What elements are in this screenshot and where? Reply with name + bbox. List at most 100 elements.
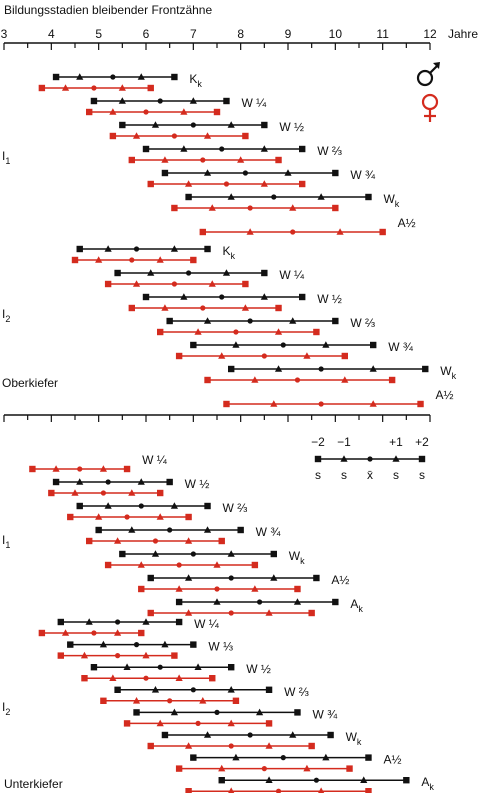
- sd1-marker: [137, 478, 145, 485]
- sd1-marker: [392, 455, 400, 462]
- sd2-marker: [313, 574, 320, 582]
- stage-label: W ½: [246, 662, 271, 676]
- male-range: [119, 121, 268, 129]
- sd2-marker: [71, 256, 79, 264]
- tooth-label: I1: [2, 533, 10, 550]
- female-symbol: [421, 93, 439, 111]
- stage-label: W ¾: [312, 707, 338, 721]
- chart-title: Bildungsstadien bleibender Frontzähne: [4, 3, 212, 17]
- mean-marker: [200, 157, 206, 163]
- mean-marker: [110, 74, 116, 80]
- sd2-marker: [327, 731, 334, 739]
- sd1-marker: [369, 365, 377, 372]
- female-range: [104, 280, 249, 288]
- sd2-marker: [332, 317, 339, 325]
- sd1-marker: [156, 719, 164, 727]
- male-range: [119, 550, 277, 558]
- male-range: [114, 269, 268, 277]
- male-range: [161, 731, 334, 739]
- mean-marker: [318, 366, 324, 372]
- sd2-marker: [119, 121, 126, 129]
- sd1-marker: [203, 526, 212, 533]
- sd1-marker: [265, 776, 273, 783]
- sd1-marker: [203, 317, 212, 324]
- sd2-marker: [86, 108, 93, 116]
- sd2-marker: [308, 742, 315, 750]
- mean-marker: [275, 788, 282, 793]
- sd2-marker: [332, 169, 339, 177]
- sd1-marker: [303, 352, 311, 359]
- mean-marker: [105, 479, 111, 485]
- male-range: [114, 686, 273, 693]
- sd2-marker: [261, 121, 268, 129]
- stage-label-sub: k: [395, 199, 400, 209]
- stage-label: A½: [436, 388, 454, 402]
- female-range: [86, 108, 221, 116]
- female-range: [104, 561, 259, 569]
- sd2-marker: [370, 341, 377, 349]
- sd1-marker: [170, 502, 178, 509]
- female-range: [38, 84, 154, 92]
- sd1-marker: [170, 708, 178, 716]
- mean-marker: [223, 181, 230, 187]
- sd2-marker: [213, 108, 221, 116]
- stage-label-sub: k: [197, 79, 202, 89]
- sd2-marker: [175, 598, 183, 606]
- sd2-marker: [199, 228, 206, 236]
- sd1-marker: [227, 719, 235, 727]
- stage-label: Ak: [421, 775, 434, 792]
- sd1-marker: [303, 764, 311, 772]
- sd2-marker: [299, 145, 306, 153]
- female-range: [100, 697, 240, 704]
- male-range: [95, 526, 244, 534]
- mean-marker: [152, 538, 159, 544]
- female-range: [67, 513, 192, 521]
- stage-label: Kk: [189, 72, 202, 89]
- sd2-marker: [237, 526, 244, 534]
- sd2-marker: [265, 720, 273, 727]
- legend-point-label: s: [341, 468, 347, 482]
- jaw-label-upper: Oberkiefer: [2, 376, 58, 390]
- mean-marker: [261, 353, 267, 359]
- mean-marker: [129, 257, 135, 263]
- mean-marker: [186, 270, 192, 276]
- male-range: [76, 245, 211, 253]
- mean-marker: [233, 329, 239, 335]
- male-range: [142, 293, 306, 301]
- sd1-marker: [274, 365, 283, 372]
- mean-marker: [167, 527, 173, 533]
- sd1-marker: [61, 629, 70, 636]
- sd1-marker: [180, 293, 188, 300]
- sd2-marker: [142, 145, 150, 153]
- mean-marker: [247, 732, 253, 738]
- sex-legend: [416, 62, 440, 122]
- mean-marker: [214, 586, 220, 592]
- mean-marker: [219, 146, 225, 152]
- sd2-marker: [100, 697, 107, 704]
- male-range: [166, 317, 339, 325]
- sd1-marker: [246, 228, 254, 235]
- sd2-marker: [161, 731, 169, 739]
- female-range: [123, 719, 273, 727]
- stage-label: W ¾: [256, 525, 282, 539]
- mean-marker: [290, 229, 296, 235]
- sd1-marker: [284, 169, 292, 176]
- sd1-marker: [199, 697, 207, 704]
- sd2-marker: [275, 304, 282, 312]
- sd1-marker: [208, 204, 216, 211]
- sd1-marker: [151, 686, 160, 693]
- female-range: [29, 465, 131, 473]
- mean-marker: [190, 122, 196, 128]
- tick-label: 5: [95, 27, 102, 41]
- sd2-marker: [228, 664, 235, 671]
- sd1-marker: [227, 550, 235, 557]
- stage-label: W ¼: [279, 268, 305, 282]
- sd1-marker: [151, 550, 160, 557]
- sd2-marker: [299, 180, 306, 188]
- mean-marker: [138, 503, 144, 509]
- female-range: [57, 651, 178, 659]
- female-range: [147, 180, 306, 188]
- sd2-marker: [418, 455, 426, 463]
- sd1-marker: [104, 502, 112, 509]
- sd1-marker: [161, 640, 169, 648]
